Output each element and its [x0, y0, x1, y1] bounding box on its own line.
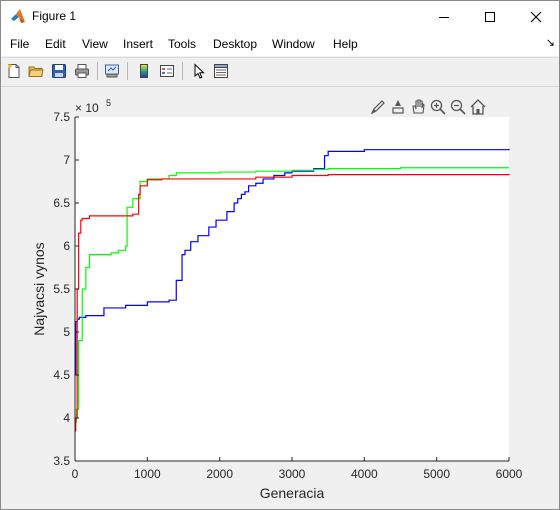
property-inspector-button[interactable] [211, 61, 231, 81]
menu-file[interactable]: File [10, 37, 30, 51]
minimize-button[interactable] [421, 1, 467, 32]
menu-bar: File Edit View Insert Tools Desktop Wind… [1, 32, 559, 56]
maximize-icon [485, 11, 495, 22]
menu-desktop[interactable]: Desktop [213, 37, 258, 51]
open-file-button[interactable] [26, 61, 46, 81]
toolbar-separator [182, 62, 183, 80]
save-button[interactable] [49, 61, 69, 81]
menu-help[interactable]: Help [333, 37, 358, 51]
menu-edit[interactable]: Edit [45, 37, 66, 51]
close-icon [530, 11, 542, 22]
toolbar-separator [127, 62, 128, 80]
new-figure-icon [8, 64, 20, 78]
data-cursor-icon[interactable] [389, 98, 407, 116]
menu-insert[interactable]: Insert [123, 37, 154, 51]
save-icon [52, 64, 66, 78]
property-inspector-icon [214, 64, 228, 78]
minimize-icon [439, 16, 449, 18]
figure-canvas [1, 87, 559, 509]
new-figure-button[interactable] [4, 61, 24, 81]
pan-icon[interactable] [409, 98, 427, 116]
close-button[interactable] [513, 1, 559, 32]
matlab-icon [11, 9, 25, 23]
insert-legend-button[interactable] [157, 61, 177, 81]
open-file-icon [28, 66, 44, 77]
figure-toolbar [1, 57, 559, 87]
print-button[interactable] [72, 61, 92, 81]
dock-arrow-icon[interactable]: ↘ [545, 37, 555, 49]
link-plot-icon [105, 64, 119, 78]
window-title: Figure 1 [32, 9, 77, 23]
menu-tools[interactable]: Tools [168, 37, 197, 51]
brush-icon[interactable] [369, 98, 387, 116]
edit-plot-button[interactable] [189, 61, 209, 81]
title-bar[interactable]: Figure 1 [1, 1, 559, 32]
edit-plot-icon [194, 63, 205, 79]
print-icon [75, 64, 89, 78]
zoom-in-icon[interactable] [429, 98, 447, 116]
menu-window[interactable]: Window [272, 37, 315, 51]
home-icon[interactable] [469, 98, 487, 116]
insert-colorbar-button[interactable] [134, 61, 154, 81]
link-plot-button[interactable] [102, 61, 122, 81]
insert-colorbar-icon [140, 64, 148, 78]
insert-legend-icon [160, 65, 174, 77]
toolbar-separator [97, 62, 98, 80]
zoom-out-icon[interactable] [449, 98, 467, 116]
menu-view[interactable]: View [82, 37, 108, 51]
maximize-button[interactable] [467, 1, 513, 32]
